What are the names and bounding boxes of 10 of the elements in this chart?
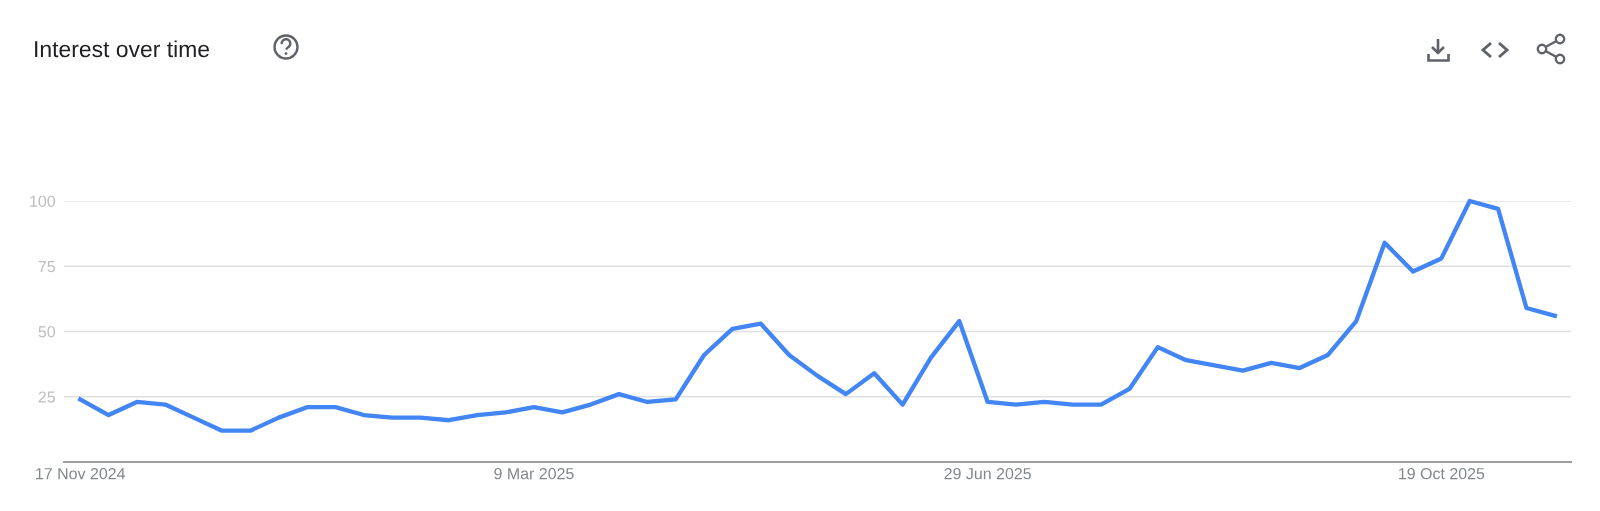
- x-tick-label: 9 Mar 2025: [494, 467, 574, 480]
- x-tick-label: 29 Jun 2025: [944, 467, 1031, 480]
- y-tick-label: 25: [38, 391, 55, 403]
- x-tick-label: 19 Oct 2025: [1399, 467, 1485, 480]
- y-tick-label: 100: [30, 195, 56, 207]
- y-tick-label: 75: [38, 261, 55, 273]
- line-series: [78, 198, 1557, 433]
- x-tick-label: 17 Nov 2024: [36, 467, 126, 480]
- chart-title: Interest over time: [35, 40, 210, 58]
- y-tick-label: 50: [38, 326, 56, 338]
